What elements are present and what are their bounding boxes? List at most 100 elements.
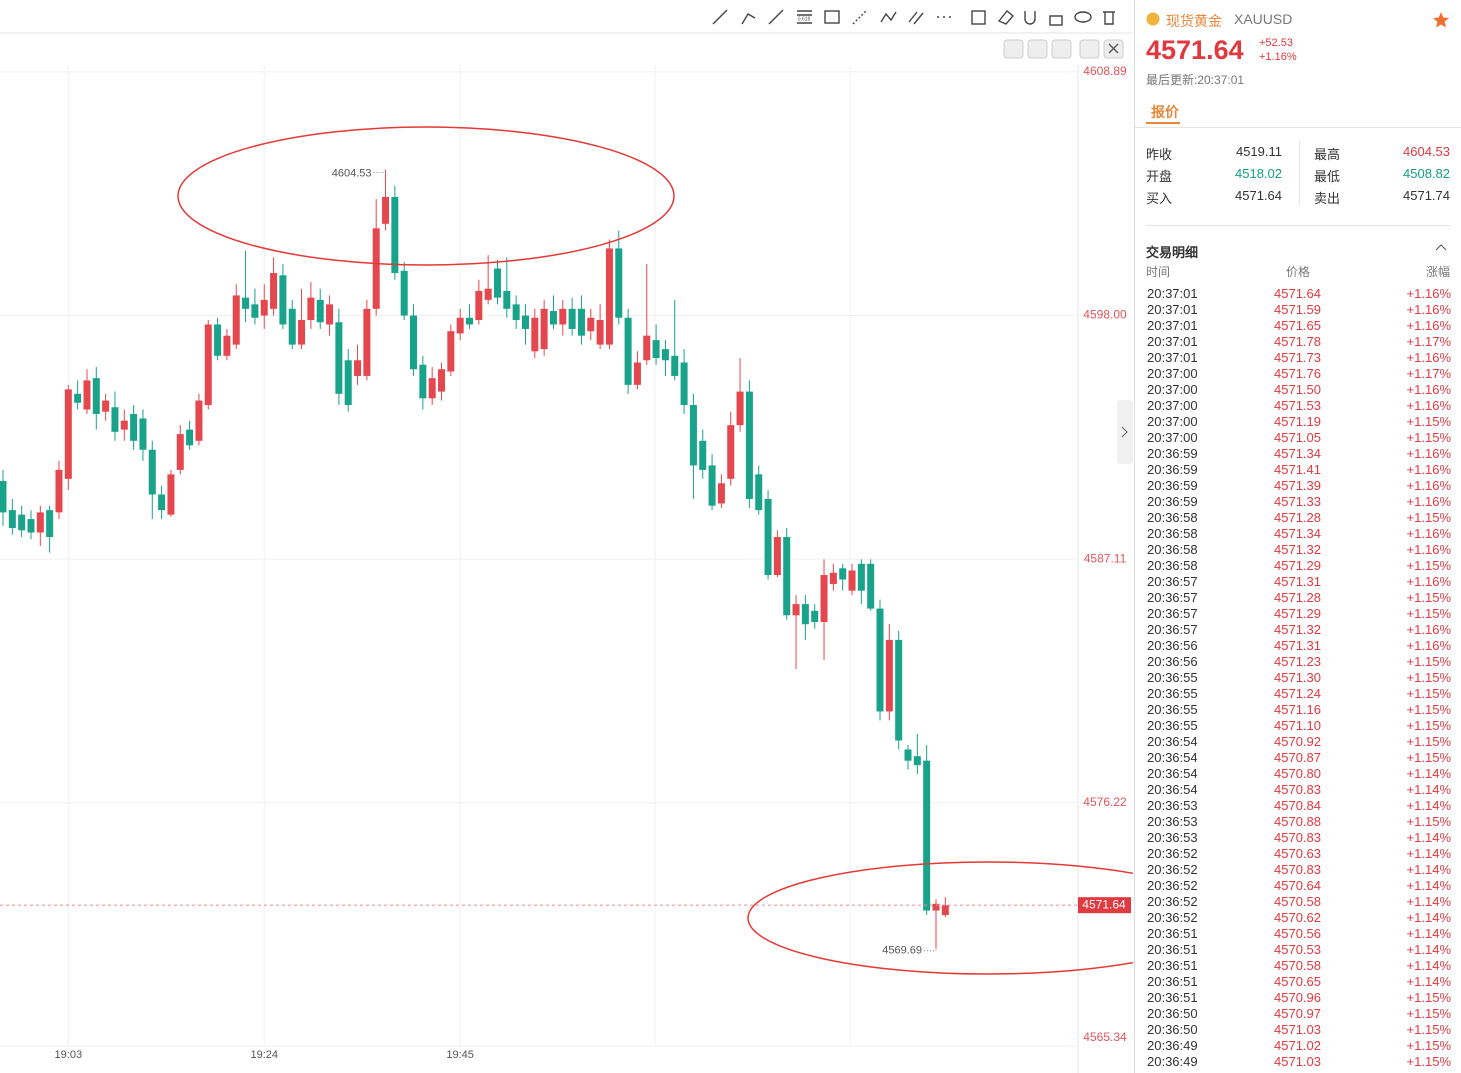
- tool-ray[interactable]: [741, 13, 756, 25]
- trade-time: 20:36:56: [1147, 654, 1198, 669]
- trade-time: 20:36:51: [1147, 974, 1198, 989]
- trade-price: 4571.59: [1274, 302, 1321, 317]
- trade-change: +1.14%: [1406, 894, 1451, 909]
- tool-note[interactable]: [971, 10, 986, 25]
- tab-quote[interactable]: 报价: [1151, 104, 1179, 120]
- trade-time: 20:36:51: [1147, 990, 1198, 1005]
- trade-row: 20:37:00 4571.76 +1.17%: [1147, 366, 1451, 382]
- pane-btn[interactable]: [1079, 39, 1100, 59]
- tool-eraser[interactable]: [997, 10, 1014, 25]
- candle-body: [260, 299, 268, 316]
- tool-dash[interactable]: [852, 9, 868, 25]
- collapse-btn[interactable]: [1117, 400, 1133, 464]
- stat-label: 最高: [1314, 147, 1341, 162]
- candle-body: [587, 317, 595, 332]
- pane-btn[interactable]: [1051, 39, 1072, 59]
- stat-value: 4519.11: [1235, 144, 1282, 159]
- candle-body: [680, 362, 688, 406]
- candle-body: [251, 304, 259, 318]
- trade-time: 20:36:53: [1147, 814, 1198, 829]
- tool-fib[interactable]: [797, 10, 812, 24]
- trade-time: 20:36:51: [1147, 926, 1198, 941]
- tool-lock[interactable]: [1049, 15, 1063, 26]
- trade-change: +1.14%: [1406, 878, 1451, 893]
- annotation-ellipse: [177, 126, 675, 266]
- candle-body: [549, 311, 557, 325]
- tool-line[interactable]: [712, 9, 728, 25]
- candle-body: [204, 324, 212, 406]
- trade-change: +1.16%: [1406, 574, 1451, 589]
- updated-time: 最后更新:20:37:01: [1146, 73, 1245, 87]
- tool-channel[interactable]: [908, 11, 924, 25]
- tool-delete[interactable]: [1103, 11, 1115, 25]
- trade-row: 20:37:00 4571.05 +1.15%: [1147, 430, 1451, 446]
- trade-change: +1.16%: [1406, 526, 1451, 541]
- trade-change: +1.16%: [1406, 382, 1451, 397]
- candle-body: [130, 413, 138, 441]
- trade-change: +1.16%: [1406, 478, 1451, 493]
- extreme-leader: [373, 169, 387, 173]
- trade-change: +1.14%: [1406, 910, 1451, 925]
- change: +52.53: [1259, 37, 1293, 49]
- candle-body: [372, 228, 380, 309]
- candle-body: [74, 393, 82, 403]
- trade-time: 20:36:52: [1147, 846, 1198, 861]
- trade-change: +1.17%: [1406, 334, 1451, 349]
- change-pct: +1.16%: [1259, 51, 1297, 63]
- trade-price: 4571.39: [1274, 478, 1321, 493]
- trade-change: +1.16%: [1406, 398, 1451, 413]
- trade-change: +1.15%: [1406, 718, 1451, 733]
- trade-change: +1.15%: [1406, 510, 1451, 525]
- candle-body: [120, 420, 128, 430]
- trade-time: 20:36:57: [1147, 590, 1198, 605]
- trade-row: 20:36:57 4571.29 +1.15%: [1147, 606, 1451, 622]
- tool-segment[interactable]: [768, 9, 784, 25]
- tool-eye[interactable]: [1074, 11, 1092, 23]
- favorite-star[interactable]: [1432, 11, 1450, 29]
- pane-btn[interactable]: [1027, 39, 1048, 59]
- trade-price: 4571.10: [1274, 718, 1321, 733]
- trade-time: 20:36:54: [1147, 750, 1198, 765]
- candle-body: [326, 304, 334, 325]
- trade-price: 4571.34: [1274, 526, 1321, 541]
- trade-price: 4571.41: [1274, 462, 1321, 477]
- trade-price: 4571.02: [1274, 1038, 1321, 1053]
- trade-change: +1.15%: [1406, 654, 1451, 669]
- trade-price: 4571.32: [1274, 622, 1321, 637]
- trade-price: 4570.56: [1274, 926, 1321, 941]
- trade-price: 4570.53: [1274, 942, 1321, 957]
- candle-body: [568, 308, 576, 329]
- candle-body: [736, 391, 744, 426]
- high-label: 4604.53: [332, 167, 372, 179]
- trade-row: 20:36:56 4571.31 +1.16%: [1147, 638, 1451, 654]
- tool-wave[interactable]: [880, 11, 897, 23]
- quote-panel: 现货黄金 XAUUSD 4571.64 +52.53 +1.16% 最后更新:2…: [1134, 0, 1461, 1073]
- trade-change: +1.17%: [1406, 366, 1451, 381]
- trade-price: 4570.96: [1274, 990, 1321, 1005]
- trade-row: 20:36:55 4571.10 +1.15%: [1147, 718, 1451, 734]
- collapse-details[interactable]: [1435, 243, 1447, 253]
- annotation-ellipse: [747, 861, 1133, 975]
- pane-btn[interactable]: [1003, 39, 1024, 59]
- candle-body: [923, 760, 931, 911]
- trade-price: 4570.64: [1274, 878, 1321, 893]
- trade-change: +1.16%: [1406, 542, 1451, 557]
- trade-change: +1.15%: [1406, 1022, 1451, 1037]
- trade-time: 20:36:53: [1147, 798, 1198, 813]
- candle-body: [111, 407, 119, 432]
- trade-row: 20:36:53 4570.88 +1.15%: [1147, 814, 1451, 830]
- divider: [1146, 225, 1451, 226]
- candle-body: [811, 610, 819, 622]
- tool-rect[interactable]: [824, 10, 840, 24]
- details-header: 价格: [1286, 265, 1311, 279]
- candle-body: [867, 563, 875, 609]
- tool-magnet[interactable]: [1024, 11, 1036, 25]
- candle-body: [316, 299, 324, 323]
- trade-change: +1.15%: [1406, 814, 1451, 829]
- candle-body: [577, 308, 585, 336]
- tab-underline: [1146, 122, 1180, 124]
- trade-price: 4571.78: [1274, 334, 1321, 349]
- candle-body: [885, 639, 893, 712]
- trade-time: 20:37:01: [1147, 318, 1198, 333]
